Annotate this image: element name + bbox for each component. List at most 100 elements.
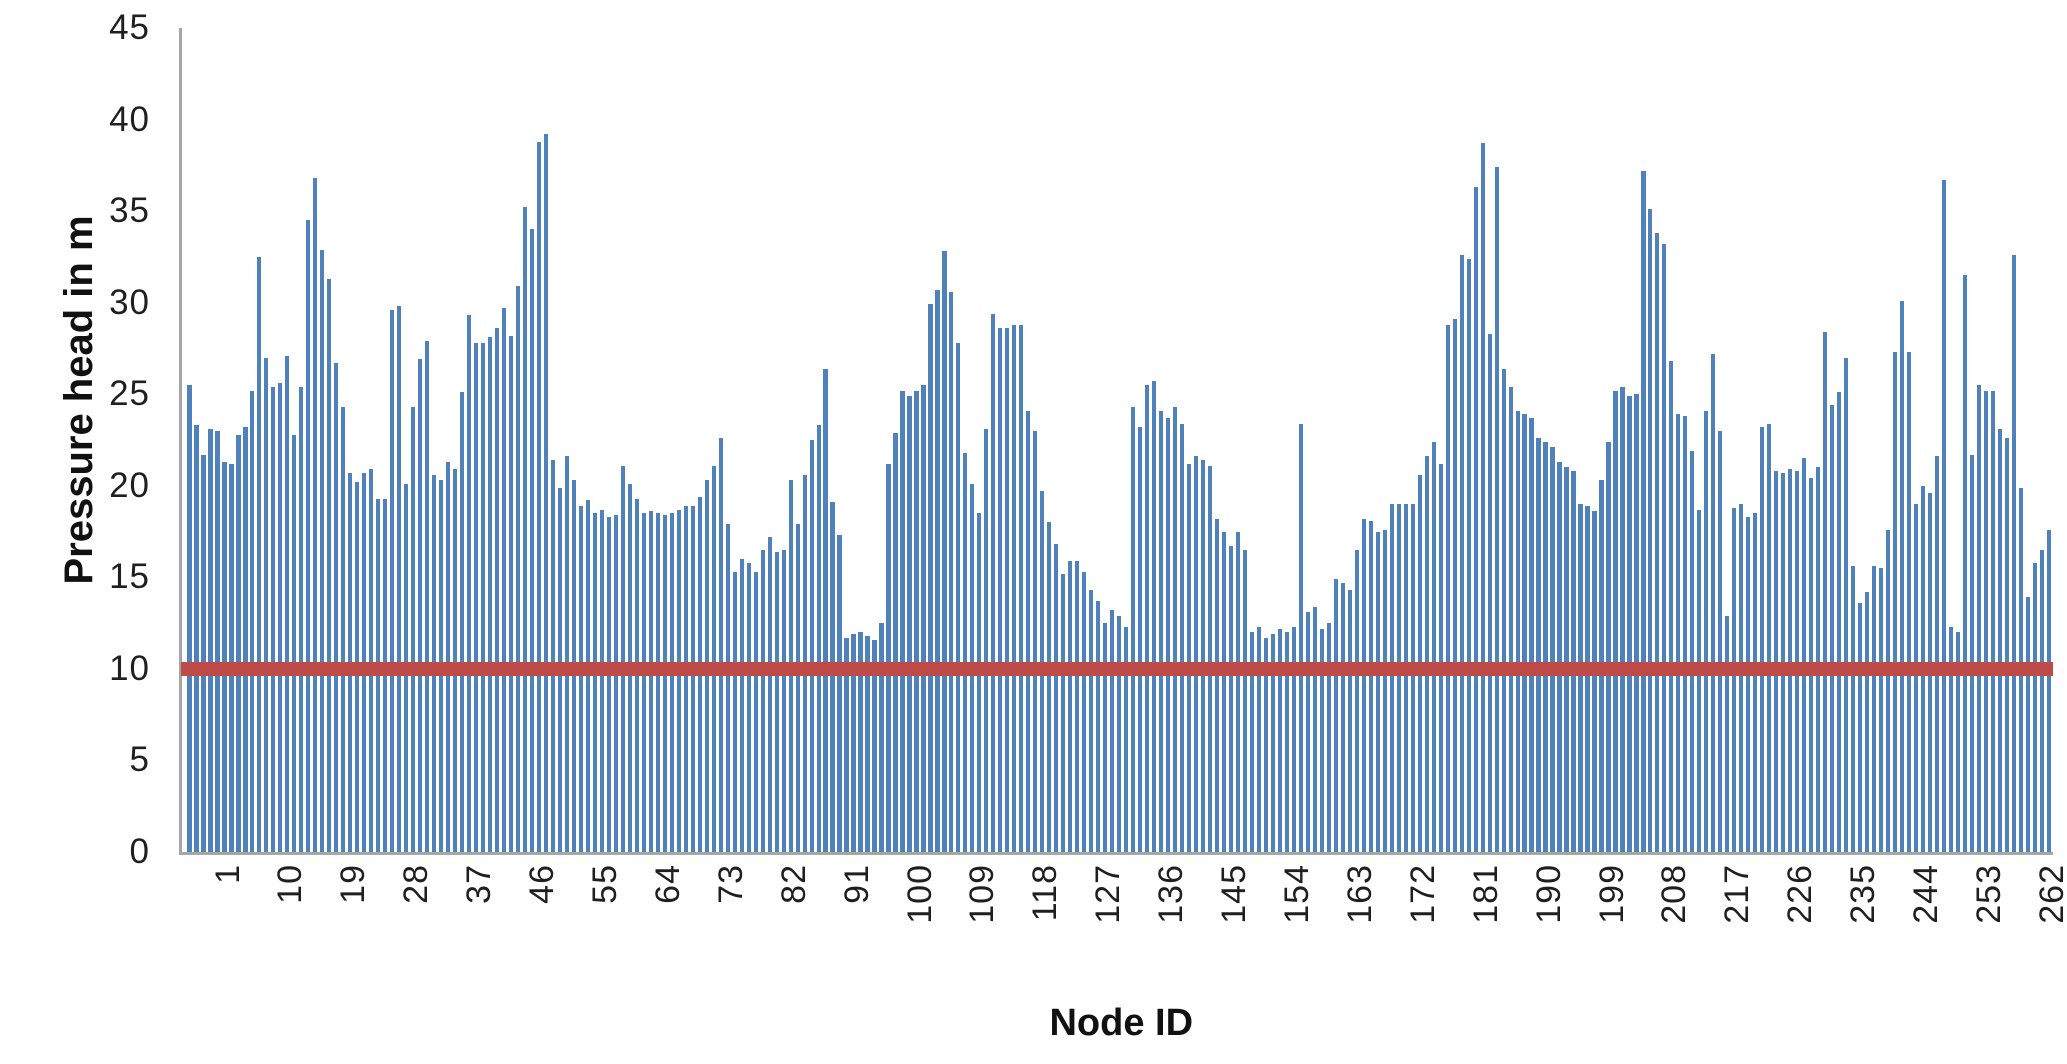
bar-node-86 (781, 549, 786, 852)
bar-node-72 (683, 505, 688, 852)
y-tick-45: 45 (109, 8, 150, 47)
bar-node-145 (1193, 456, 1199, 852)
x-tick-226: 226 (1781, 864, 1820, 924)
bar-node-39 (453, 469, 458, 852)
bar-node-190 (1508, 386, 1513, 852)
y-tick-40: 40 (109, 99, 150, 139)
bar-node-158 (1284, 632, 1290, 852)
bar-node-160 (1298, 423, 1303, 852)
bar-node-225 (1753, 513, 1758, 852)
bar-node-68 (655, 513, 660, 852)
bar-node-107 (928, 304, 933, 852)
bar-node-101 (886, 463, 891, 852)
bar-node-22 (334, 363, 339, 852)
bar-node-88 (795, 524, 800, 852)
bar-node-226 (1760, 427, 1765, 852)
x-tick-127: 127 (1089, 864, 1128, 924)
bar-node-182 (1452, 319, 1457, 852)
x-tick-64: 64 (648, 864, 687, 904)
bar-node-33 (411, 407, 416, 852)
bar-node-136 (1131, 407, 1136, 852)
bar-node-146 (1200, 460, 1206, 852)
bar-node-206 (1620, 386, 1625, 852)
bar-node-167 (1347, 590, 1352, 852)
bar-node-120 (1019, 324, 1024, 852)
y-tick-20: 20 (109, 465, 150, 505)
bar-node-102 (893, 432, 898, 852)
bar-node-159 (1291, 626, 1296, 852)
bar-node-35 (425, 341, 430, 852)
y-tick-25: 25 (109, 374, 150, 414)
bar-node-218 (1704, 410, 1709, 852)
bar-node-104 (907, 396, 912, 852)
bar-node-179 (1431, 441, 1436, 852)
bar-node-17 (299, 386, 304, 852)
bar-node-92 (823, 368, 828, 852)
bar-node-198 (1564, 467, 1569, 852)
bar-node-114 (977, 513, 982, 852)
bar-node-106 (921, 385, 926, 852)
x-tick-37: 37 (460, 864, 499, 904)
bar-node-95 (844, 637, 849, 852)
bar-node-105 (914, 390, 919, 852)
bar-node-30 (390, 309, 395, 852)
bar-node-188 (1494, 167, 1499, 852)
bar-node-8 (236, 434, 241, 852)
bar-node-185 (1473, 187, 1478, 852)
bar-node-15 (285, 355, 290, 852)
bar-node-31 (397, 306, 402, 852)
bar-node-131 (1096, 601, 1101, 852)
bar-node-141 (1166, 418, 1171, 852)
bar-node-204 (1606, 441, 1611, 852)
bar-node-222 (1732, 507, 1737, 852)
bar-node-171 (1375, 531, 1380, 852)
x-tick-154: 154 (1277, 864, 1316, 924)
bar-node-152 (1242, 549, 1248, 852)
bar-node-73 (690, 505, 695, 852)
bar-node-214 (1676, 414, 1681, 852)
bar-node-172 (1382, 529, 1387, 852)
x-tick-10: 10 (271, 864, 310, 904)
bar-node-124 (1047, 522, 1052, 852)
bar-node-103 (900, 390, 905, 852)
bar-node-209 (1641, 170, 1646, 852)
bar-node-115 (984, 429, 989, 852)
bar-node-252 (1941, 179, 1947, 852)
bar-node-77 (718, 438, 723, 852)
bar-node-241 (1865, 591, 1870, 852)
bar-node-266 (2039, 549, 2044, 852)
bar-node-151 (1235, 531, 1241, 852)
bar-node-228 (1774, 471, 1779, 852)
bar-node-10 (250, 390, 255, 852)
bar-node-248 (1913, 504, 1919, 852)
bar-node-7 (229, 463, 234, 852)
bar-node-194 (1536, 438, 1541, 852)
bar-node-224 (1746, 516, 1751, 852)
y-tick-35: 35 (109, 191, 150, 231)
bar-node-259 (1990, 390, 1995, 852)
bar-node-84 (767, 537, 772, 852)
bar-node-193 (1529, 418, 1534, 852)
bar-node-166 (1340, 582, 1345, 852)
bar-node-176 (1410, 504, 1415, 852)
bar-node-3 (201, 454, 206, 852)
bar-node-80 (739, 559, 744, 852)
bar-node-213 (1669, 361, 1674, 852)
bar-node-16 (292, 434, 297, 852)
x-tick-172: 172 (1403, 864, 1442, 924)
bar-node-49 (522, 207, 528, 852)
bar-node-19 (313, 178, 318, 852)
x-tick-91: 91 (837, 864, 876, 904)
bar-node-196 (1550, 447, 1555, 852)
bar-node-47 (508, 335, 514, 852)
bar-node-153 (1249, 632, 1255, 852)
bar-node-85 (774, 551, 779, 852)
bar-node-110 (949, 291, 954, 852)
bar-node-207 (1627, 396, 1632, 852)
bar-node-247 (1906, 352, 1912, 852)
bar-node-70 (669, 513, 674, 852)
bar-node-180 (1438, 463, 1443, 852)
bar-node-83 (760, 549, 765, 852)
bar-node-257 (1976, 385, 1982, 852)
bar-node-79 (732, 571, 737, 852)
